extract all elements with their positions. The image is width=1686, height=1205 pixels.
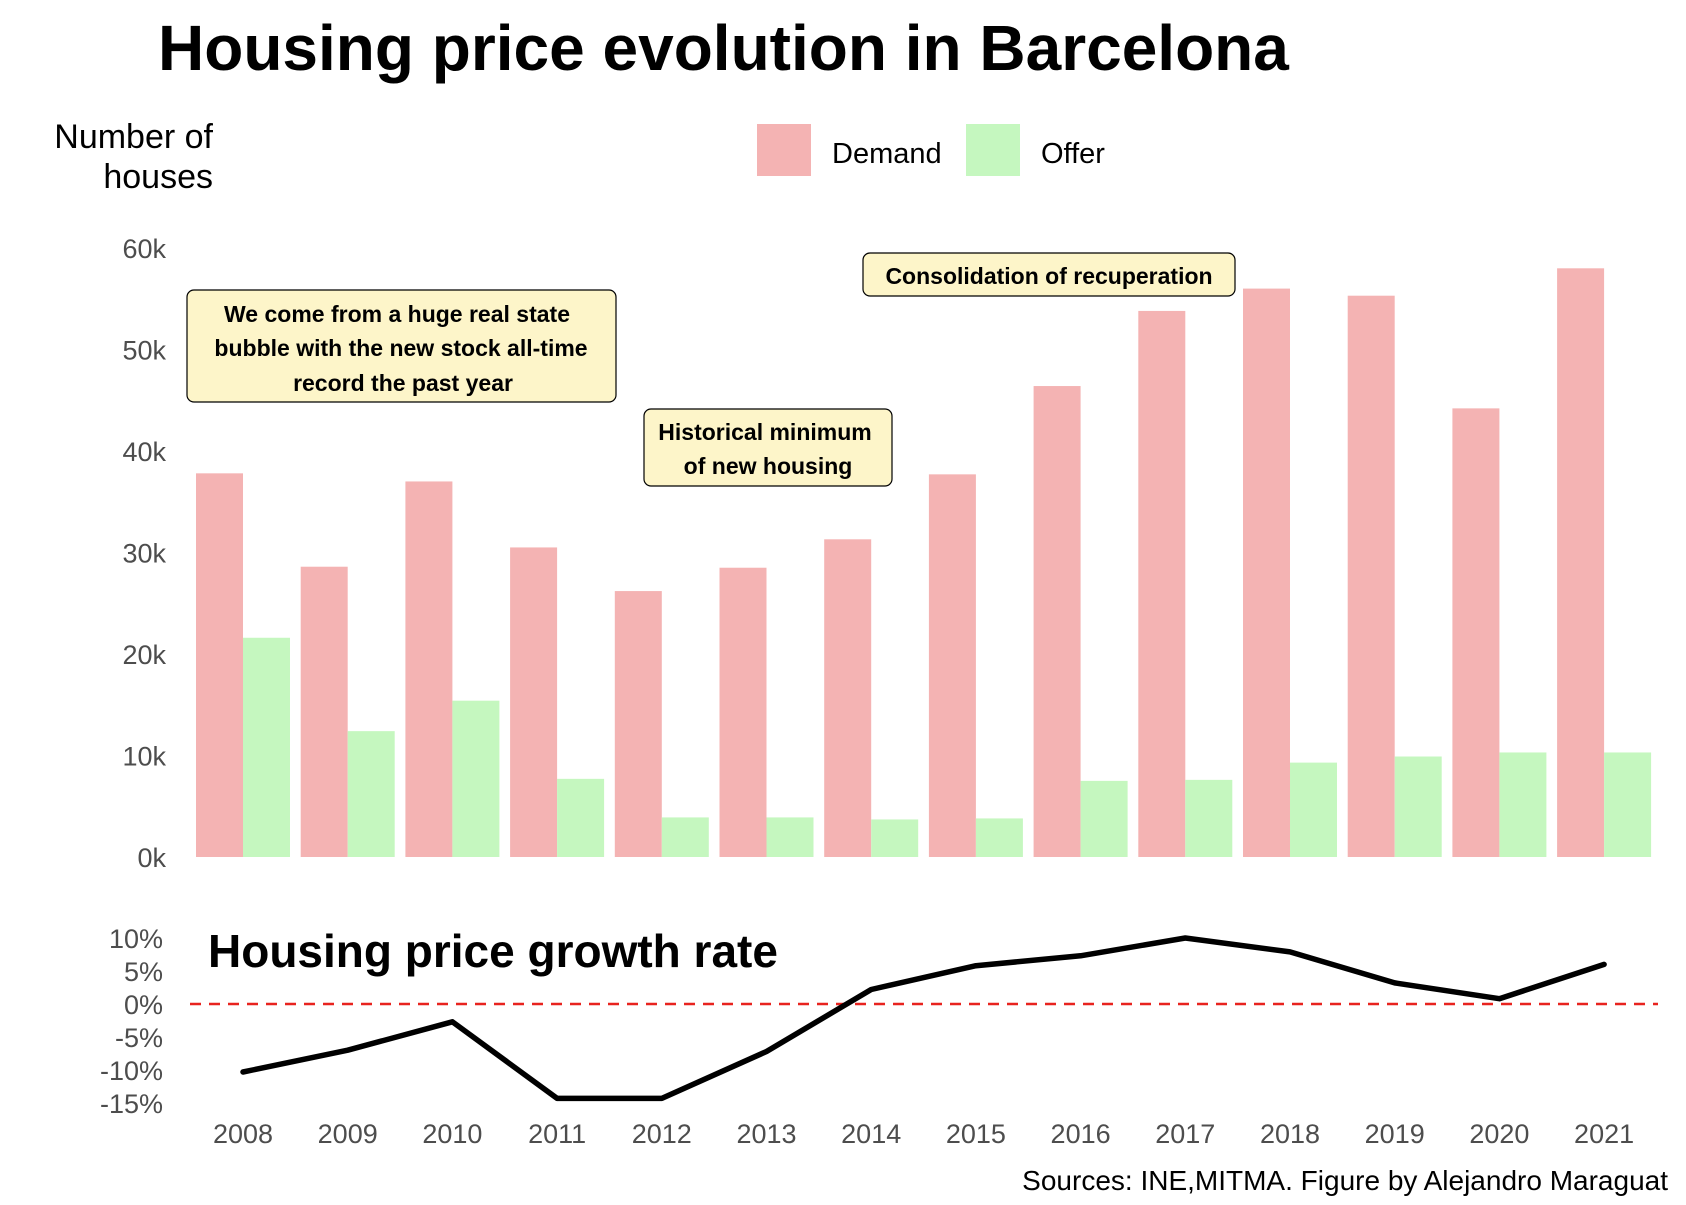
- x-tick-label-2010: 2010: [422, 1119, 482, 1149]
- growth-y-tick-label: 5%: [124, 957, 163, 987]
- bar-demand-2015: [928, 474, 976, 857]
- legend: Demand Offer: [757, 124, 1105, 176]
- x-tick-label-2018: 2018: [1260, 1119, 1320, 1149]
- bar-offer-2013: [766, 817, 814, 857]
- x-axis-ticks: 2008 2009 2010 2011 2012 2013 2014 2015 2016 2017…: [213, 1119, 1634, 1149]
- growth-y-tick-label: 10%: [109, 924, 163, 954]
- bar-demand-2016: [1033, 386, 1081, 857]
- bar-offer-2019: [1394, 756, 1442, 857]
- y-axis-label-line-2: houses: [103, 158, 213, 196]
- bar-demand-2021: [1557, 268, 1605, 857]
- bar-demand-2014: [824, 539, 872, 857]
- annotation-consolidation: Consolidation of recuperation: [862, 252, 1236, 297]
- annotation-minimum: Historical minimum of new housing: [643, 408, 893, 487]
- bar-demand-2013: [719, 567, 767, 857]
- bar-plot-area: 0k 10k 20k 30k 40k 50k 60k: [122, 234, 1652, 873]
- annotation-box-minimum: [643, 408, 893, 487]
- annotation-box-consolidation: [862, 252, 1236, 297]
- annotation-minimum-line-1: Historical minimum: [658, 419, 871, 445]
- x-tick-label-2021: 2021: [1574, 1119, 1634, 1149]
- bar-offer-2015: [975, 818, 1023, 857]
- bar-offer-2008: [243, 637, 290, 857]
- growth-y-tick-label: 0%: [124, 990, 163, 1020]
- bar-offer-2017: [1185, 779, 1233, 857]
- x-tick-label-2019: 2019: [1365, 1119, 1425, 1149]
- annotation-bubble-line-2: bubble with the new stock all-time: [214, 335, 587, 361]
- annotation-box-bubble: [186, 289, 617, 403]
- x-tick-label-2020: 2020: [1469, 1119, 1529, 1149]
- x-tick-label-2012: 2012: [632, 1119, 692, 1149]
- legend-label-offer: Offer: [1041, 138, 1105, 170]
- line-plot-area: -15%-10%-5%0%5%10%: [100, 924, 1658, 1119]
- annotation-minimum-line-2: of new housing: [684, 453, 853, 479]
- bar-offer-2012: [661, 817, 709, 857]
- bar-offer-2020: [1499, 752, 1547, 857]
- chart-title: Housing price evolution in Barcelona: [158, 12, 1289, 84]
- y-tick-label: 30k: [122, 539, 166, 569]
- annotation-bubble-line-1: We come from a huge real state: [224, 301, 570, 327]
- bar-offer-2014: [871, 819, 919, 857]
- legend-label-demand: Demand: [832, 138, 942, 170]
- bar-offer-2021: [1604, 752, 1652, 857]
- x-tick-label-2014: 2014: [841, 1119, 901, 1149]
- bar-demand-2011: [510, 547, 558, 857]
- y-tick-label: 10k: [122, 742, 166, 772]
- bar-offer-2016: [1080, 780, 1128, 857]
- growth-rate-line: [240, 935, 1607, 1102]
- x-tick-label-2016: 2016: [1051, 1119, 1111, 1149]
- y-tick-label: 40k: [122, 437, 166, 467]
- x-tick-label-2011: 2011: [528, 1119, 586, 1149]
- y-tick-label: 20k: [122, 640, 166, 670]
- x-tick-label-2008: 2008: [213, 1119, 273, 1149]
- bar-demand-2017: [1138, 310, 1186, 857]
- bar-offer-2010: [452, 700, 500, 857]
- bar-offer-2009: [347, 731, 395, 857]
- bar-offer-2018: [1290, 762, 1337, 857]
- y-tick-label: 50k: [122, 336, 166, 366]
- legend-swatch-offer: [966, 124, 1020, 176]
- bar-demand-2019: [1347, 295, 1395, 858]
- legend-swatch-demand: [757, 124, 811, 176]
- bar-demand-2018: [1243, 288, 1290, 858]
- y-tick-label: 0k: [137, 843, 166, 873]
- bar-demand-2012: [614, 591, 662, 857]
- x-tick-label-2015: 2015: [946, 1119, 1006, 1149]
- growth-y-tick-label: -5%: [115, 1023, 163, 1053]
- x-tick-label-2013: 2013: [736, 1119, 796, 1149]
- bar-offer-2011: [557, 778, 605, 857]
- annotation-bubble-line-3: record the past year: [293, 370, 513, 396]
- annotation-bubble: We come from a huge real state bubble wi…: [186, 289, 617, 403]
- bar-demand-2008: [196, 473, 243, 857]
- y-axis-label-line-1: Number of: [54, 118, 213, 156]
- bar-demand-2009: [300, 566, 348, 857]
- growth-y-tick-label: -10%: [100, 1056, 163, 1086]
- x-tick-label-2009: 2009: [318, 1119, 378, 1149]
- bar-demand-2010: [405, 481, 453, 857]
- source-caption: Sources: INE,MITMA. Figure by Alejandro …: [1022, 1165, 1668, 1196]
- x-tick-label-2017: 2017: [1155, 1119, 1215, 1149]
- y-tick-label: 60k: [122, 234, 166, 264]
- growth-y-tick-label: -15%: [100, 1089, 163, 1119]
- growth-chart-title: Housing price growth rate: [208, 925, 778, 977]
- bar-demand-2020: [1452, 408, 1500, 857]
- annotation-consolidation-line-1: Consolidation of recuperation: [885, 263, 1212, 289]
